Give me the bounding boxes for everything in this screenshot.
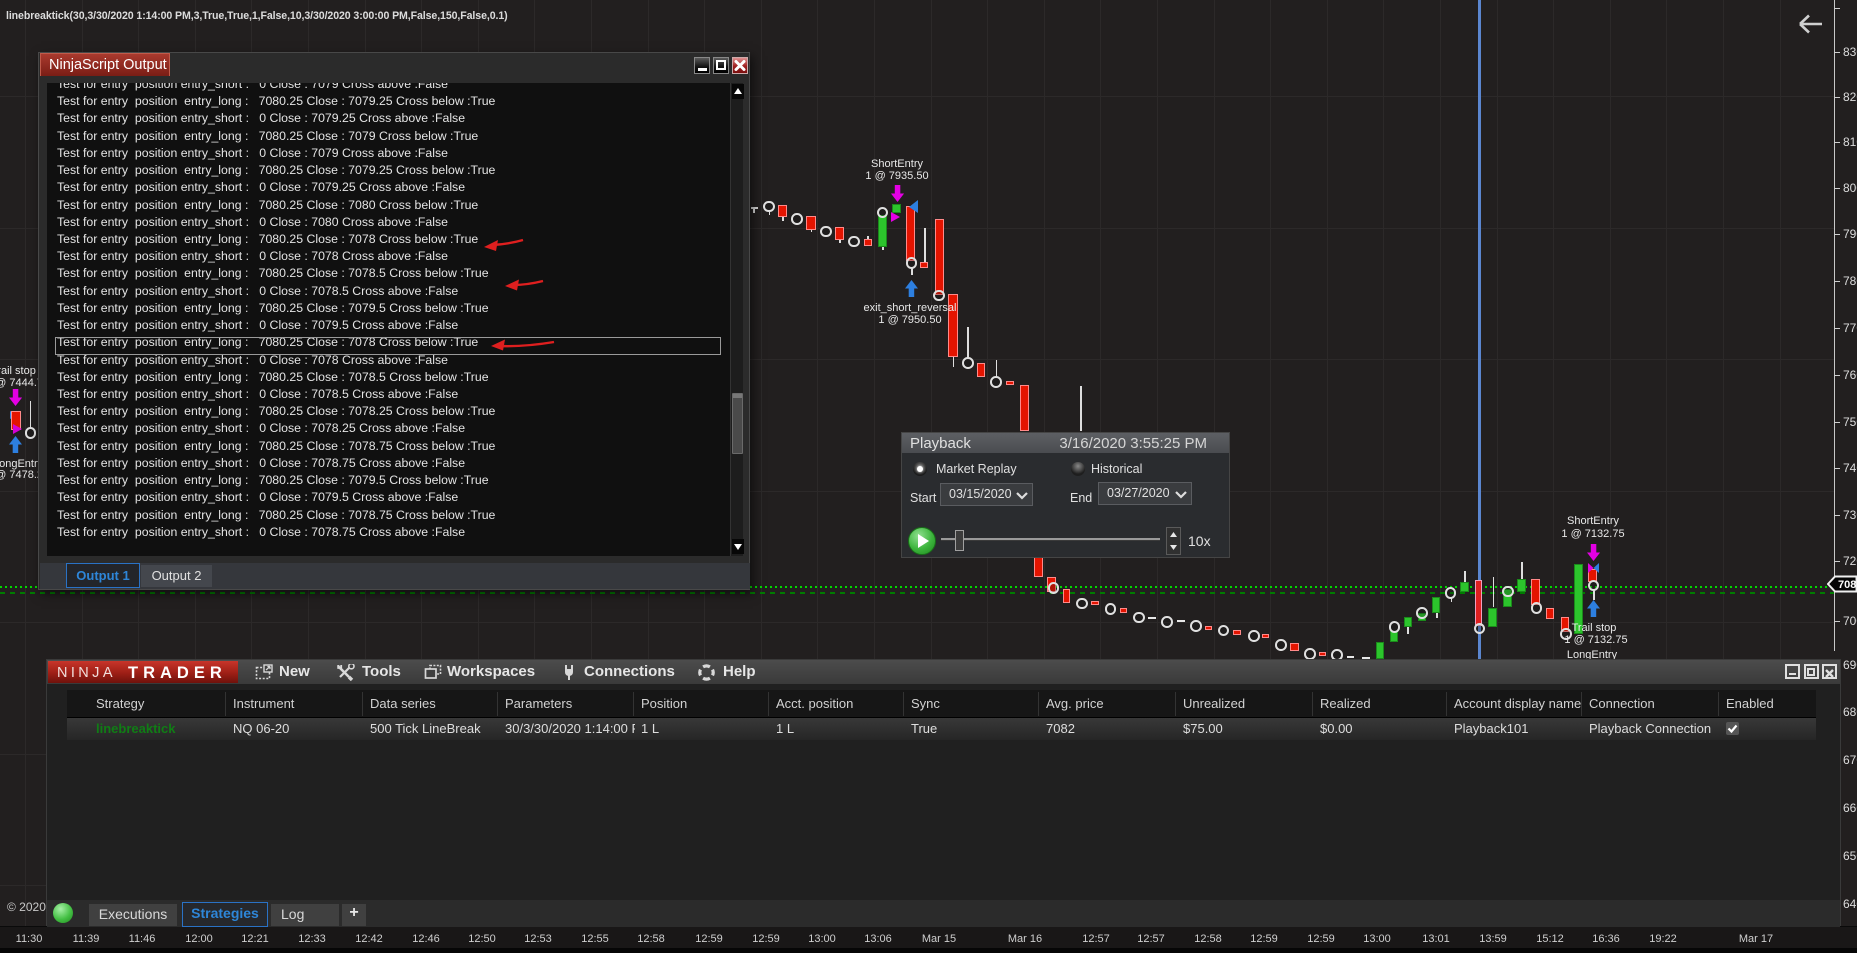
- svg-text:708: 708: [1838, 579, 1856, 591]
